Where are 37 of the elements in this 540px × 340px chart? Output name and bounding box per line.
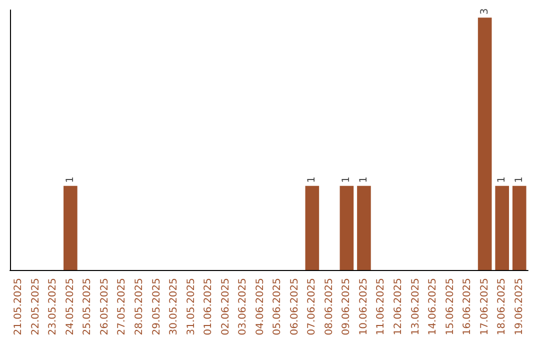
x-tick-label: 23.05.2025: [48, 278, 59, 336]
x-tick-label: 26.05.2025: [99, 278, 110, 336]
x-tick-label: 25.05.2025: [82, 278, 94, 336]
x-tick-label: 17.06.2025: [479, 278, 490, 336]
x-tick-label: 21.05.2025: [13, 278, 24, 336]
data-label: 1: [496, 176, 508, 183]
x-tick-label: 02.06.2025: [220, 278, 232, 336]
x-tick-label: 08.06.2025: [324, 278, 335, 336]
x-tick-label: 10.06.2025: [358, 278, 370, 336]
x-tick-label: 11.06.2025: [376, 278, 387, 336]
x-tick-label: 15.06.2025: [444, 278, 456, 336]
x-tick-label: 19.06.2025: [514, 278, 525, 336]
x-tick-label: 03.06.2025: [238, 278, 249, 336]
x-tick-label: 09.06.2025: [341, 278, 352, 336]
data-label: 1: [358, 176, 370, 183]
x-tick-label: 31.05.2025: [186, 278, 197, 336]
x-tick-label: 07.06.2025: [306, 278, 318, 336]
x-tick-label: 18.06.2025: [496, 278, 508, 336]
data-label: 1: [341, 176, 352, 183]
x-tick-label: 13.06.2025: [410, 278, 422, 336]
x-tick-label: 30.05.2025: [168, 278, 180, 336]
data-label: 3: [479, 8, 490, 15]
x-tick-label: 24.05.2025: [64, 278, 76, 336]
x-tick-label: 14.06.2025: [428, 278, 439, 336]
data-label: 1: [64, 176, 76, 183]
x-tick-label: 05.06.2025: [272, 278, 284, 336]
x-tick-label: 12.06.2025: [393, 278, 404, 336]
data-label: 1: [306, 176, 318, 183]
data-label: 1: [514, 176, 525, 183]
x-tick-label: 01.06.2025: [203, 278, 214, 336]
x-tick-label: 04.06.2025: [254, 278, 266, 336]
x-tick-label: 28.05.2025: [134, 278, 145, 336]
x-tick-label: 27.05.2025: [116, 278, 128, 336]
x-tick-label: 22.05.2025: [30, 278, 42, 336]
x-tick-label: 16.06.2025: [462, 278, 474, 336]
x-tick-label: 06.06.2025: [289, 278, 300, 336]
x-tick-label: 29.05.2025: [151, 278, 162, 336]
